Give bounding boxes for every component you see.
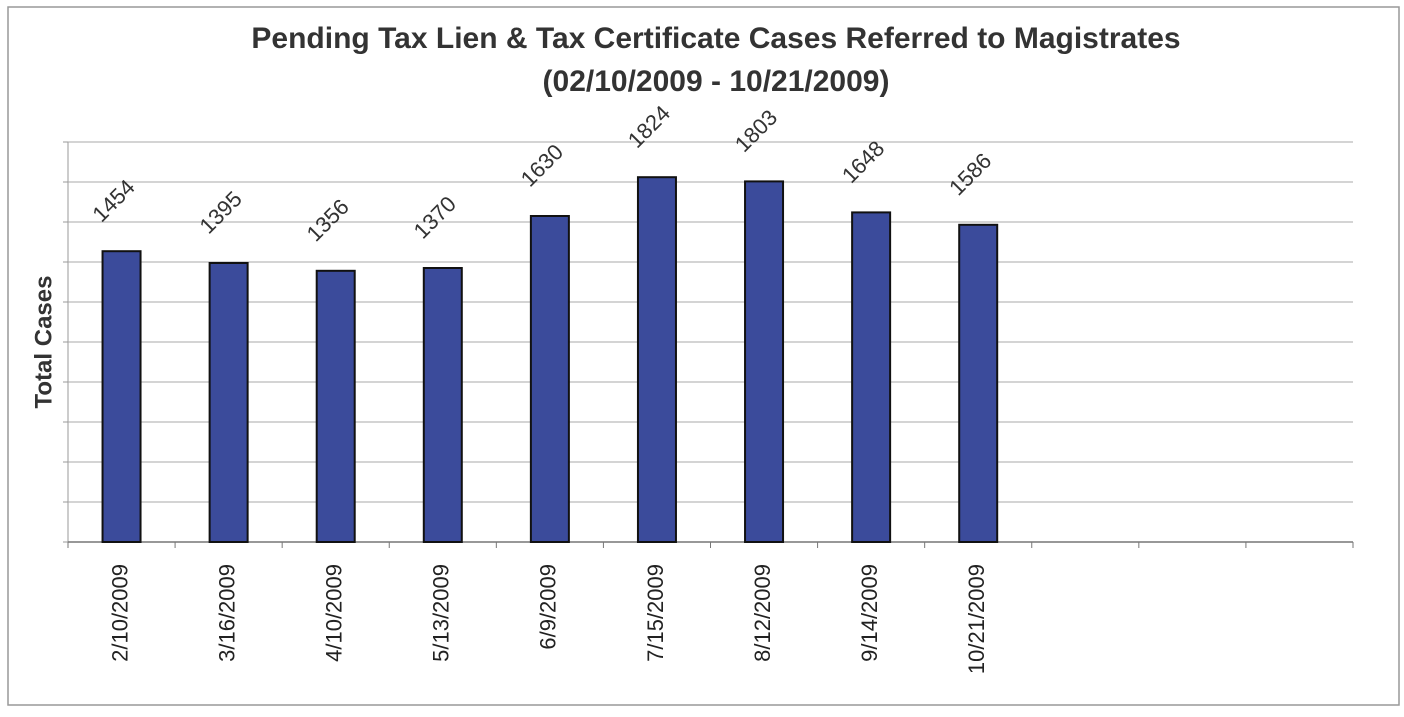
bar [529, 215, 570, 543]
x-tick-label: 6/9/2009 [536, 564, 561, 650]
bar [958, 223, 999, 544]
bar [422, 267, 463, 543]
chart-title: Pending Tax Lien & Tax Certificate Cases… [251, 22, 1180, 55]
x-tick-label: 3/16/2009 [214, 564, 239, 662]
y-axis-label: Total Cases [30, 276, 57, 409]
bar [315, 269, 356, 543]
chart-subtitle: (02/10/2009 - 10/21/2009) [543, 65, 890, 98]
x-tick-label: 2/10/2009 [107, 564, 132, 662]
bar [744, 180, 785, 543]
bar [208, 262, 249, 543]
x-tick-label: 8/12/2009 [750, 564, 775, 662]
x-tick-label: 10/21/2009 [964, 564, 989, 674]
x-tick-label: 5/13/2009 [429, 564, 454, 662]
bar [851, 211, 892, 543]
x-tick-label: 9/14/2009 [857, 564, 882, 662]
bar [636, 176, 677, 543]
bar [101, 250, 142, 543]
x-tick-label: 7/15/2009 [643, 564, 668, 662]
x-tick-label: 4/10/2009 [322, 564, 347, 662]
